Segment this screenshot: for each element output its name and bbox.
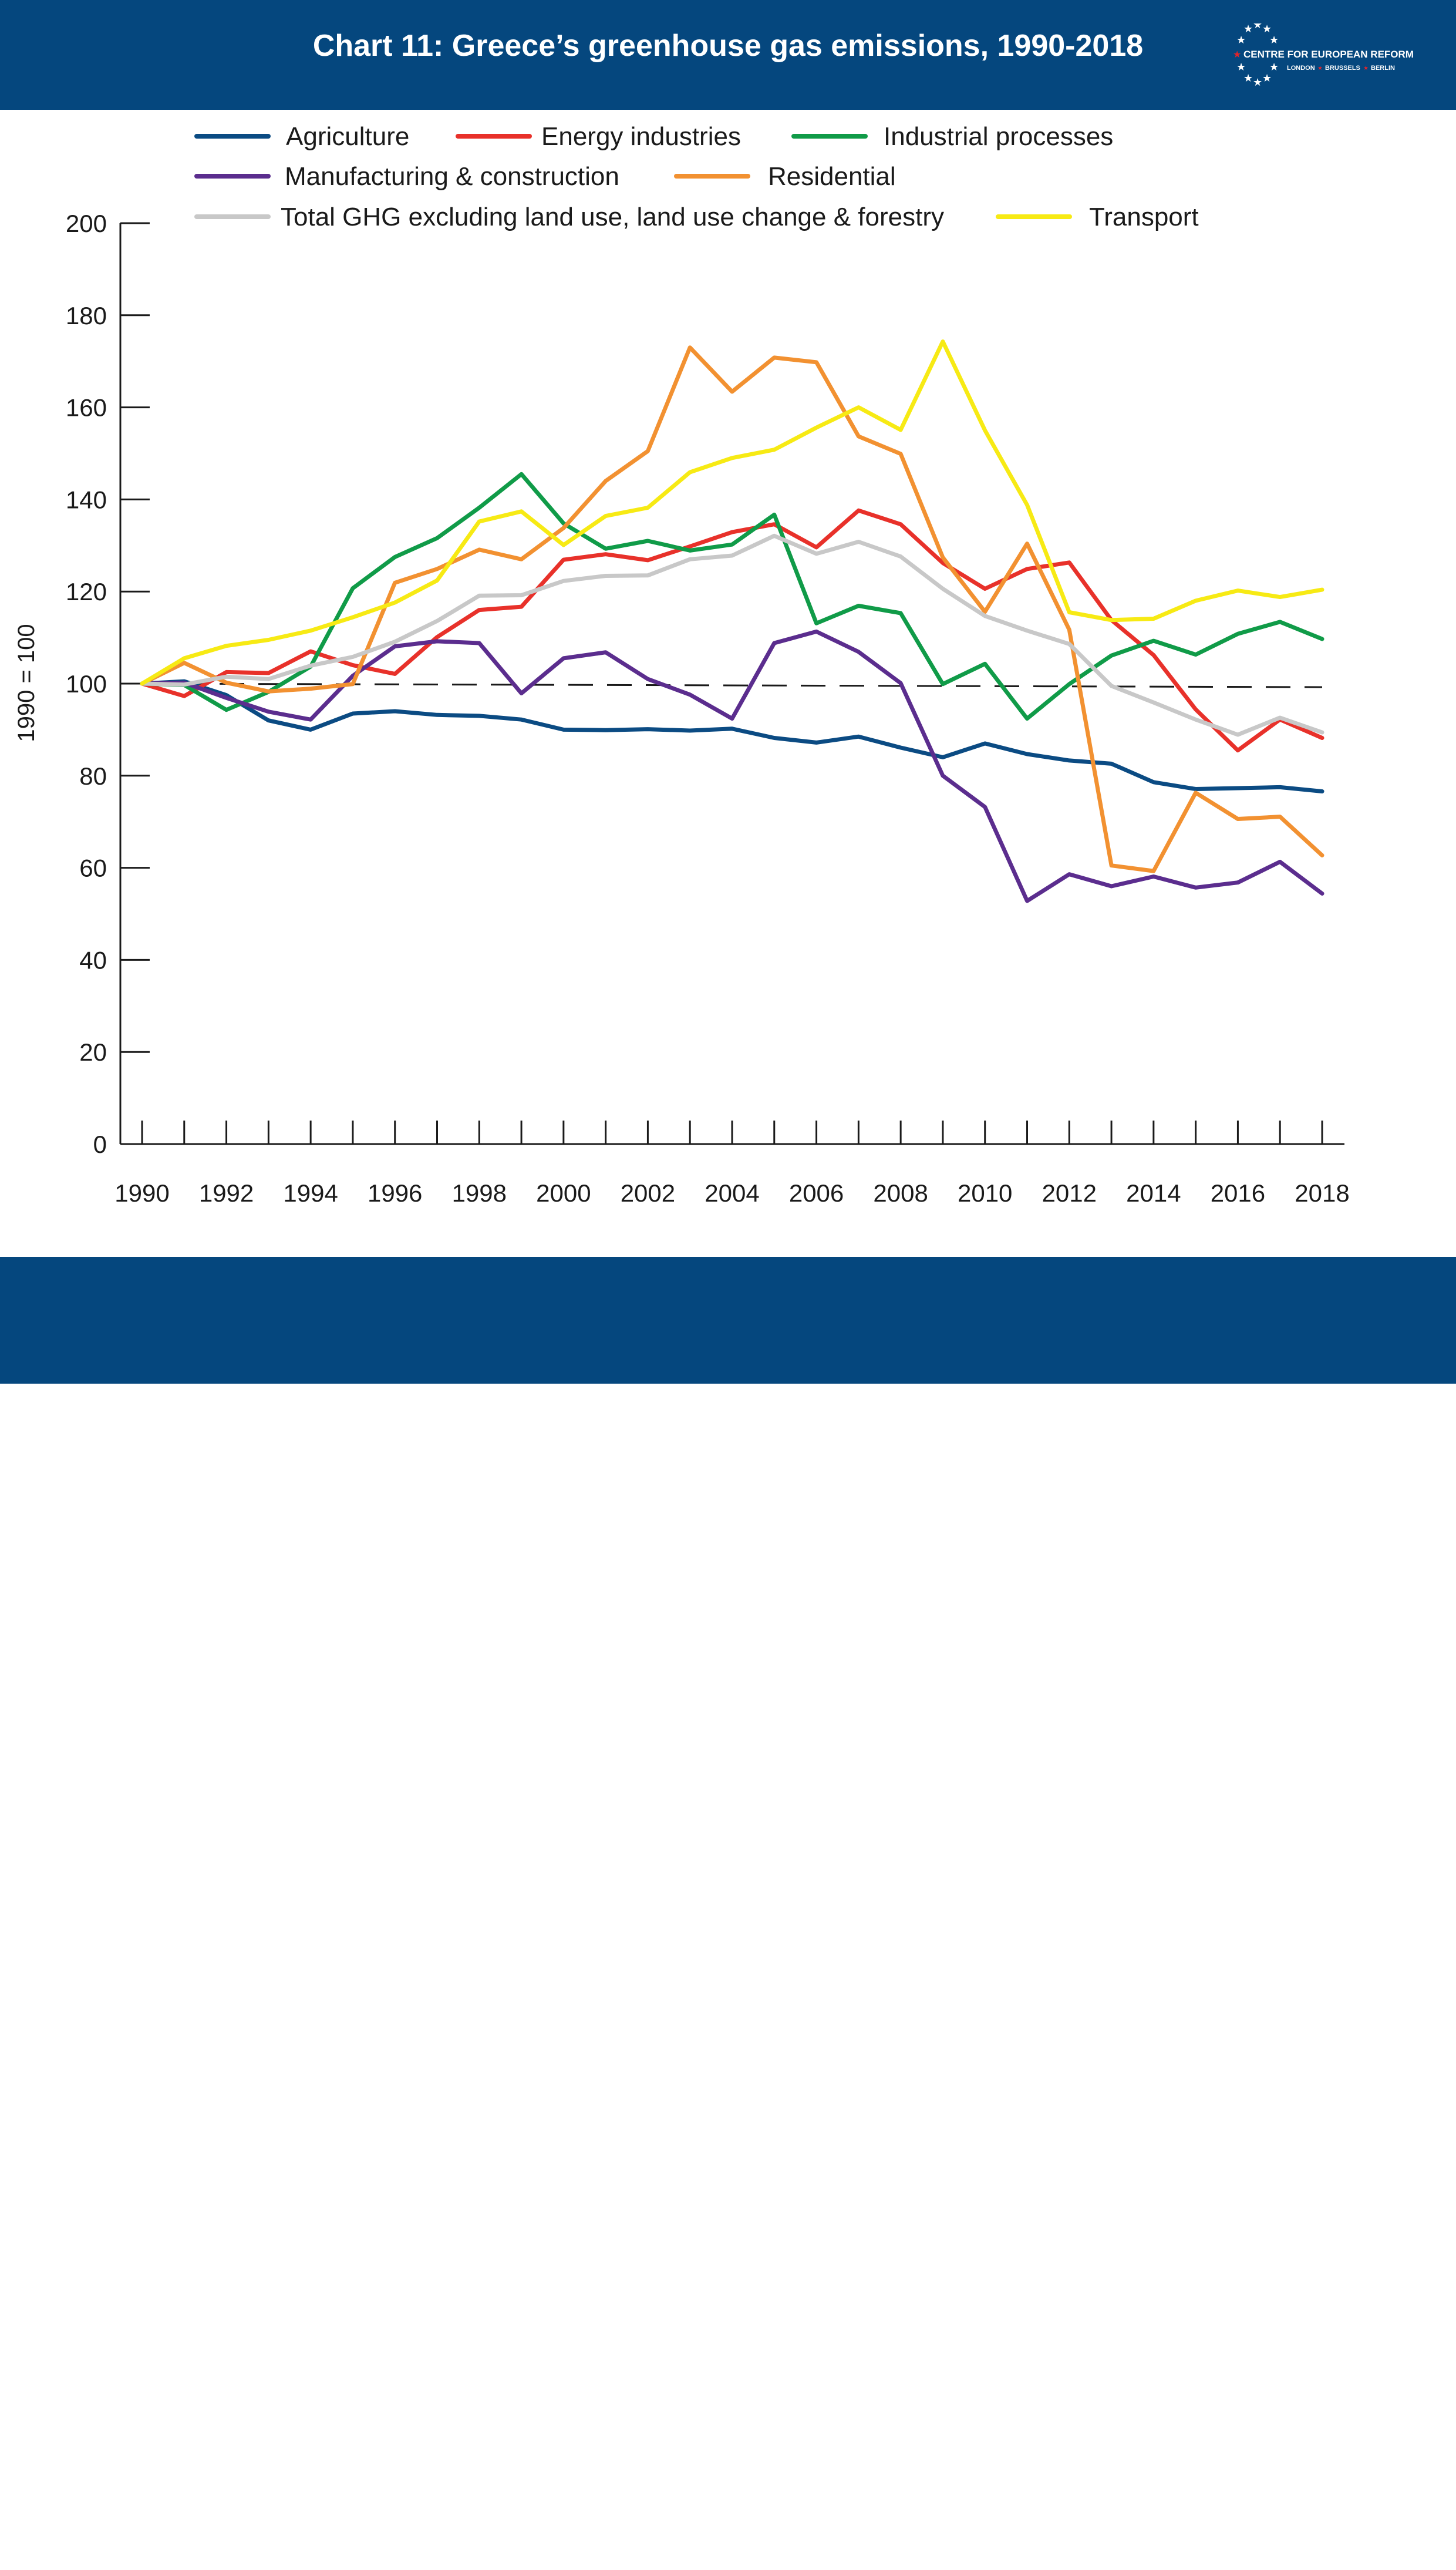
x-tick-label: 2014	[1126, 1179, 1181, 1207]
line-chart: Agriculture Energy industries Industrial p…	[14, 122, 1350, 1207]
logo-city-london: LONDON	[1287, 65, 1315, 72]
logo-city-berlin: BERLIN	[1371, 65, 1395, 72]
series-line-transport	[140, 339, 1324, 686]
x-tick-label: 2008	[873, 1179, 928, 1207]
logo-dot: ★	[1317, 65, 1323, 72]
x-tick-label: 2012	[1042, 1179, 1097, 1207]
x-tick-label: 1994	[283, 1179, 338, 1207]
svg-text:★: ★	[1243, 72, 1253, 85]
svg-text:★: ★	[1262, 23, 1272, 35]
legend-label: Industrial processes	[884, 122, 1113, 151]
chart-footer: Source: CER analysis of OECD data.	[0, 1257, 1456, 2569]
legend-label: Manufacturing & construction	[285, 162, 619, 191]
axes: 0 20 40 60 80 100 120 140 160 180 200 1990 1992 1994 1…	[66, 210, 1350, 1207]
chart-header: Chart 11: Greece’s greenhouse gas emissi…	[0, 0, 1456, 110]
logo-name: CENTRE FOR EUROPEAN REFORM	[1243, 49, 1414, 60]
x-tick-label: 2000	[536, 1179, 591, 1207]
x-tick-label: 2004	[705, 1179, 759, 1207]
svg-text:★: ★	[1236, 34, 1246, 46]
y-tick-label: 40	[79, 946, 107, 974]
series-line-agriculture	[140, 679, 1324, 793]
legend-label: Total GHG excluding land use, land use c…	[281, 203, 944, 231]
y-tick-label: 80	[79, 762, 107, 790]
y-tick-label: 60	[79, 855, 107, 882]
series-line-industrial-processes	[140, 472, 1324, 721]
cer-logo: ★ ★ ★ ★ ★ ★ ★ ★ ★ ★ ★ CENTRE FOR EUROPEAN REFO…	[1233, 23, 1414, 88]
svg-text:★: ★	[1253, 23, 1262, 31]
chart-title: Chart 11: Greece’s greenhouse gas emissi…	[312, 29, 1144, 63]
source-note: Source: CER analysis of OECD data.	[47, 2545, 416, 2569]
x-tick-label: 2010	[958, 1179, 1012, 1207]
y-tick-label: 120	[66, 578, 107, 606]
x-tick-label: 1990	[114, 1179, 169, 1207]
y-tick-label: 200	[66, 210, 107, 237]
svg-text:★: ★	[1253, 76, 1262, 88]
series-line-manufacturing-construction	[140, 629, 1324, 903]
x-tick-label: 2018	[1295, 1179, 1349, 1207]
x-tick-label: 1996	[368, 1179, 422, 1207]
svg-text:★: ★	[1243, 23, 1253, 35]
y-tick-label: 20	[79, 1038, 107, 1066]
logo-dot: ★	[1363, 65, 1369, 72]
svg-text:★: ★	[1269, 34, 1279, 46]
svg-text:★: ★	[1262, 72, 1272, 85]
x-tick-label: 2016	[1211, 1179, 1265, 1207]
y-axis-title: 1990 = 100	[14, 624, 39, 742]
logo-city-brussels: BRUSSELS	[1325, 65, 1360, 72]
series-line-total-ghg-excluding-land-use-land-use-change-forestry	[140, 533, 1324, 737]
x-tick-label: 1992	[199, 1179, 254, 1207]
x-tick-label: 1998	[452, 1179, 507, 1207]
y-tick-label: 180	[66, 302, 107, 329]
legend-label: Agriculture	[286, 122, 409, 151]
legend: Agriculture Energy industries Industrial p…	[194, 122, 1199, 231]
y-tick-label: 100	[66, 670, 107, 698]
legend-label: Residential	[768, 162, 896, 191]
svg-text:★: ★	[1269, 61, 1279, 73]
svg-text:★: ★	[1236, 61, 1246, 73]
logo-star-ring: ★ ★ ★ ★ ★ ★ ★ ★ ★ ★	[1236, 23, 1279, 88]
logo-red-star: ★	[1233, 49, 1241, 60]
y-tick-label: 160	[66, 394, 107, 422]
y-tick-label: 0	[93, 1131, 107, 1158]
series-line-residential	[140, 345, 1324, 873]
x-tick-label: 2002	[621, 1179, 675, 1207]
x-tick-label: 2006	[789, 1179, 844, 1207]
series-lines	[140, 339, 1324, 903]
legend-label: Transport	[1089, 203, 1199, 231]
legend-label: Energy industries	[541, 122, 741, 151]
y-tick-label: 140	[66, 486, 107, 513]
